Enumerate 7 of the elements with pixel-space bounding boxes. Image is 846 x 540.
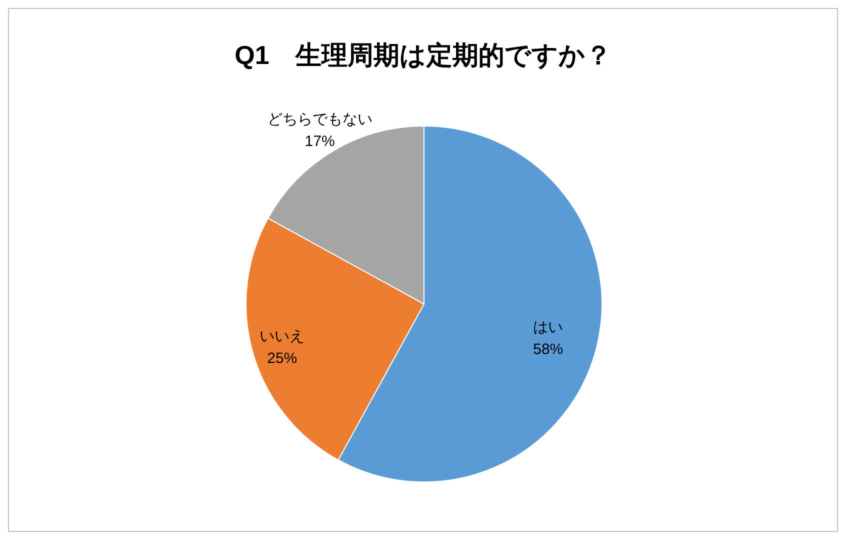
slice-label: はい	[533, 318, 564, 336]
chart-title: Q1 生理周期は定期的ですか？	[234, 40, 612, 70]
data-label: 17%	[304, 132, 335, 150]
slice-label: どちらでもない	[267, 110, 372, 128]
slice-label: いいえ	[260, 328, 305, 346]
data-label: 58%	[533, 340, 564, 358]
data-label: 25%	[267, 350, 298, 368]
